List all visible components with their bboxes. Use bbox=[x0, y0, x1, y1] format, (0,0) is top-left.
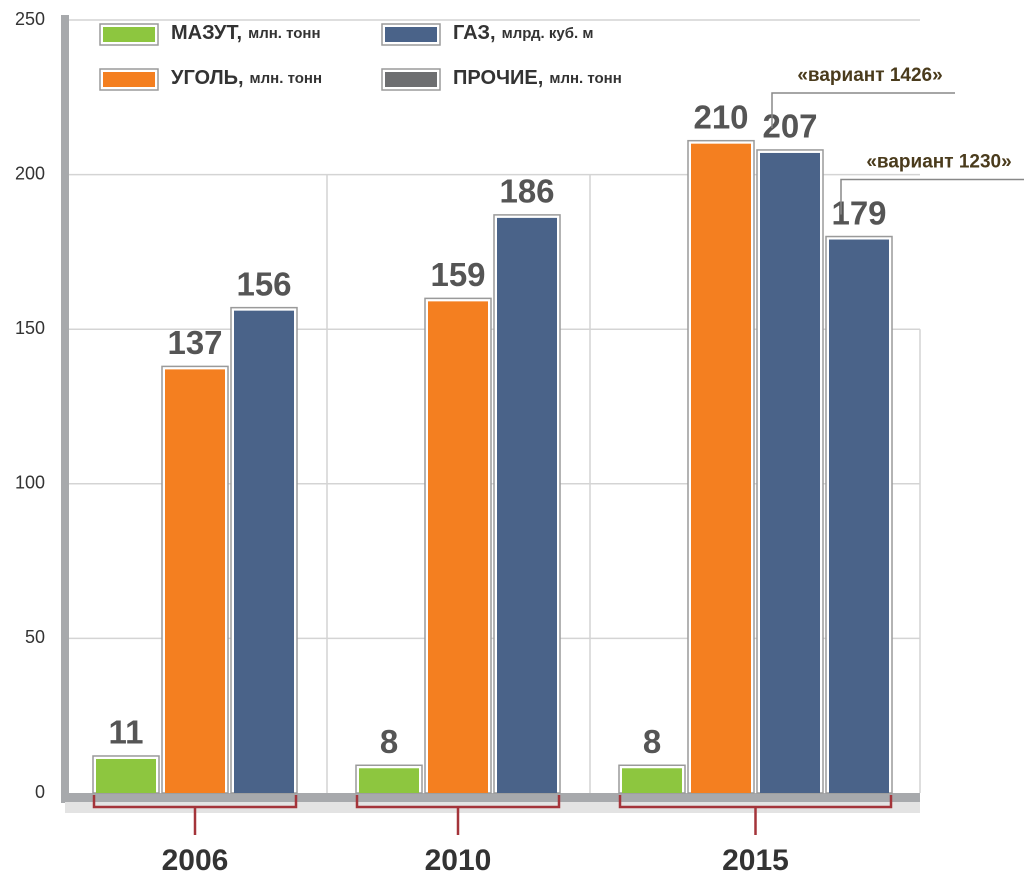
legend-unit: млрд. куб. м bbox=[502, 25, 594, 42]
legend-swatch bbox=[385, 27, 437, 42]
legend-label: МАЗУТ, млн. тонн bbox=[171, 22, 321, 44]
value-label: 8 bbox=[380, 723, 398, 760]
legend-name: МАЗУТ, bbox=[171, 22, 242, 44]
value-label: 159 bbox=[430, 256, 485, 293]
group-bracket bbox=[355, 795, 561, 835]
bar bbox=[165, 369, 225, 793]
legend-label: ГАЗ, млрд. куб. м bbox=[453, 22, 593, 44]
group-bracket bbox=[618, 795, 893, 835]
value-label: 156 bbox=[236, 265, 291, 302]
legend-swatch bbox=[103, 27, 155, 42]
value-label: 11 bbox=[109, 714, 144, 751]
x-tick-label: 2010 bbox=[425, 844, 492, 875]
bar bbox=[428, 301, 488, 793]
legend-unit: млн. тонн bbox=[549, 70, 621, 87]
annotation: «вариант 1230» bbox=[866, 152, 1011, 173]
annotation-bracket bbox=[840, 178, 1024, 215]
value-label: 179 bbox=[831, 194, 886, 231]
x-tick-label: 2006 bbox=[162, 844, 229, 875]
value-label: 207 bbox=[762, 108, 817, 145]
group-bracket bbox=[92, 795, 298, 835]
bar bbox=[497, 217, 557, 793]
y-tick-label: 0 bbox=[35, 782, 45, 802]
value-label: 8 bbox=[643, 723, 661, 760]
annotation: «вариант 1426» bbox=[797, 65, 942, 86]
y-tick-label: 150 bbox=[15, 318, 45, 338]
bar bbox=[691, 143, 751, 793]
annotation-bracket bbox=[771, 92, 955, 128]
y-axis bbox=[61, 15, 69, 803]
bar bbox=[359, 768, 419, 793]
value-label: 210 bbox=[693, 98, 748, 135]
bar bbox=[96, 758, 156, 793]
bar bbox=[234, 310, 294, 793]
legend-unit: млн. тонн bbox=[250, 70, 322, 87]
legend-swatch bbox=[103, 72, 155, 87]
y-tick-label: 200 bbox=[15, 163, 45, 183]
legend-label: ПРОЧИЕ, млн. тонн bbox=[453, 67, 622, 89]
legend-label: УГОЛЬ, млн. тонн bbox=[171, 67, 322, 89]
legend-swatch bbox=[385, 72, 437, 87]
y-tick-label: 50 bbox=[25, 627, 45, 647]
x-axis bbox=[61, 793, 920, 802]
legend-unit: млн. тонн bbox=[248, 25, 320, 42]
legend-name: ПРОЧИЕ, bbox=[453, 67, 543, 89]
bar bbox=[829, 239, 889, 794]
legend-name: УГОЛЬ, bbox=[171, 67, 244, 89]
bar bbox=[622, 768, 682, 793]
y-tick-label: 100 bbox=[15, 473, 45, 493]
legend-name: ГАЗ, bbox=[453, 22, 496, 44]
value-label: 186 bbox=[499, 173, 554, 210]
x-tick-label: 2015 bbox=[722, 844, 789, 875]
y-tick-label: 250 bbox=[15, 9, 45, 29]
value-label: 137 bbox=[167, 324, 222, 361]
bar bbox=[760, 152, 820, 793]
